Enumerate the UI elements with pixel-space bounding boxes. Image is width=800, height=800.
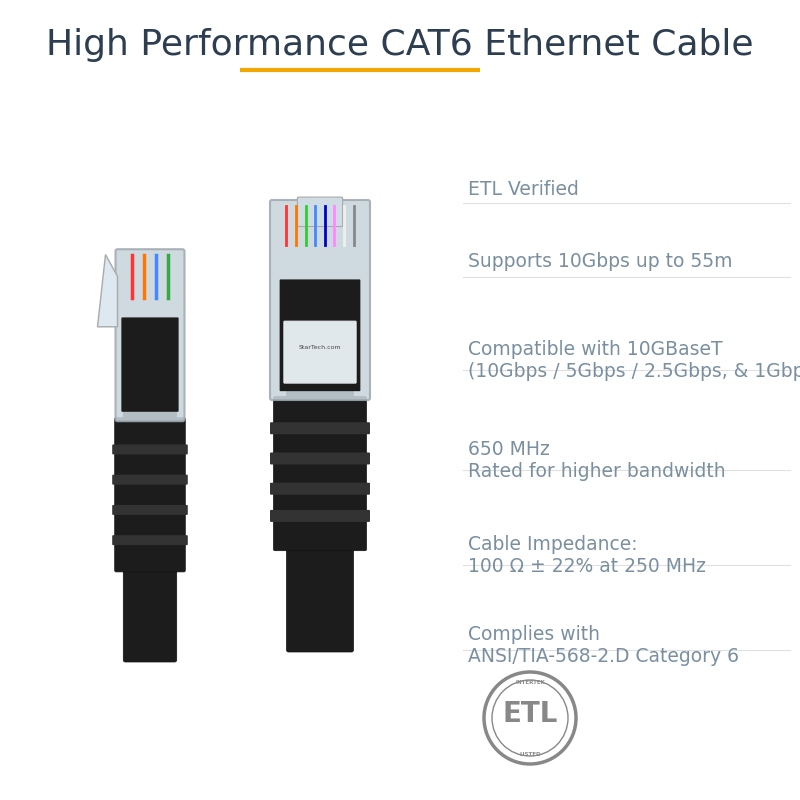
Text: 650 MHz: 650 MHz bbox=[468, 440, 550, 459]
FancyBboxPatch shape bbox=[274, 397, 366, 550]
FancyBboxPatch shape bbox=[123, 350, 177, 662]
Text: INTERTEK: INTERTEK bbox=[515, 679, 545, 685]
FancyBboxPatch shape bbox=[284, 321, 356, 383]
FancyBboxPatch shape bbox=[270, 482, 370, 494]
Text: Complies with: Complies with bbox=[468, 625, 600, 644]
FancyBboxPatch shape bbox=[298, 197, 342, 226]
FancyBboxPatch shape bbox=[122, 318, 178, 412]
Text: StarTech.com: StarTech.com bbox=[298, 345, 342, 350]
FancyBboxPatch shape bbox=[286, 340, 354, 652]
FancyBboxPatch shape bbox=[112, 445, 188, 454]
Text: 100 Ω ± 22% at 250 MHz: 100 Ω ± 22% at 250 MHz bbox=[468, 557, 706, 576]
FancyBboxPatch shape bbox=[270, 453, 370, 465]
Text: High Performance CAT6 Ethernet Cable: High Performance CAT6 Ethernet Cable bbox=[46, 28, 754, 62]
FancyBboxPatch shape bbox=[112, 535, 188, 545]
FancyBboxPatch shape bbox=[112, 474, 188, 485]
Text: Compatible with 10GBaseT: Compatible with 10GBaseT bbox=[468, 340, 722, 359]
FancyBboxPatch shape bbox=[270, 510, 370, 522]
FancyBboxPatch shape bbox=[270, 422, 370, 434]
Text: ETL Verified: ETL Verified bbox=[468, 180, 579, 199]
FancyBboxPatch shape bbox=[114, 418, 186, 572]
Text: (10Gbps / 5Gbps / 2.5Gbps, & 1Gbps): (10Gbps / 5Gbps / 2.5Gbps, & 1Gbps) bbox=[468, 362, 800, 381]
Text: LISTED: LISTED bbox=[519, 753, 541, 758]
FancyBboxPatch shape bbox=[270, 200, 370, 400]
Text: Supports 10Gbps up to 55m: Supports 10Gbps up to 55m bbox=[468, 252, 733, 271]
Text: ANSI/TIA-568-2.D Category 6: ANSI/TIA-568-2.D Category 6 bbox=[468, 647, 739, 666]
Text: ETL: ETL bbox=[502, 700, 558, 728]
FancyBboxPatch shape bbox=[115, 250, 185, 421]
Text: Rated for higher bandwidth: Rated for higher bandwidth bbox=[468, 462, 726, 481]
Polygon shape bbox=[98, 254, 118, 326]
FancyBboxPatch shape bbox=[280, 279, 360, 391]
FancyBboxPatch shape bbox=[112, 505, 188, 515]
Text: Cable Impedance:: Cable Impedance: bbox=[468, 535, 638, 554]
